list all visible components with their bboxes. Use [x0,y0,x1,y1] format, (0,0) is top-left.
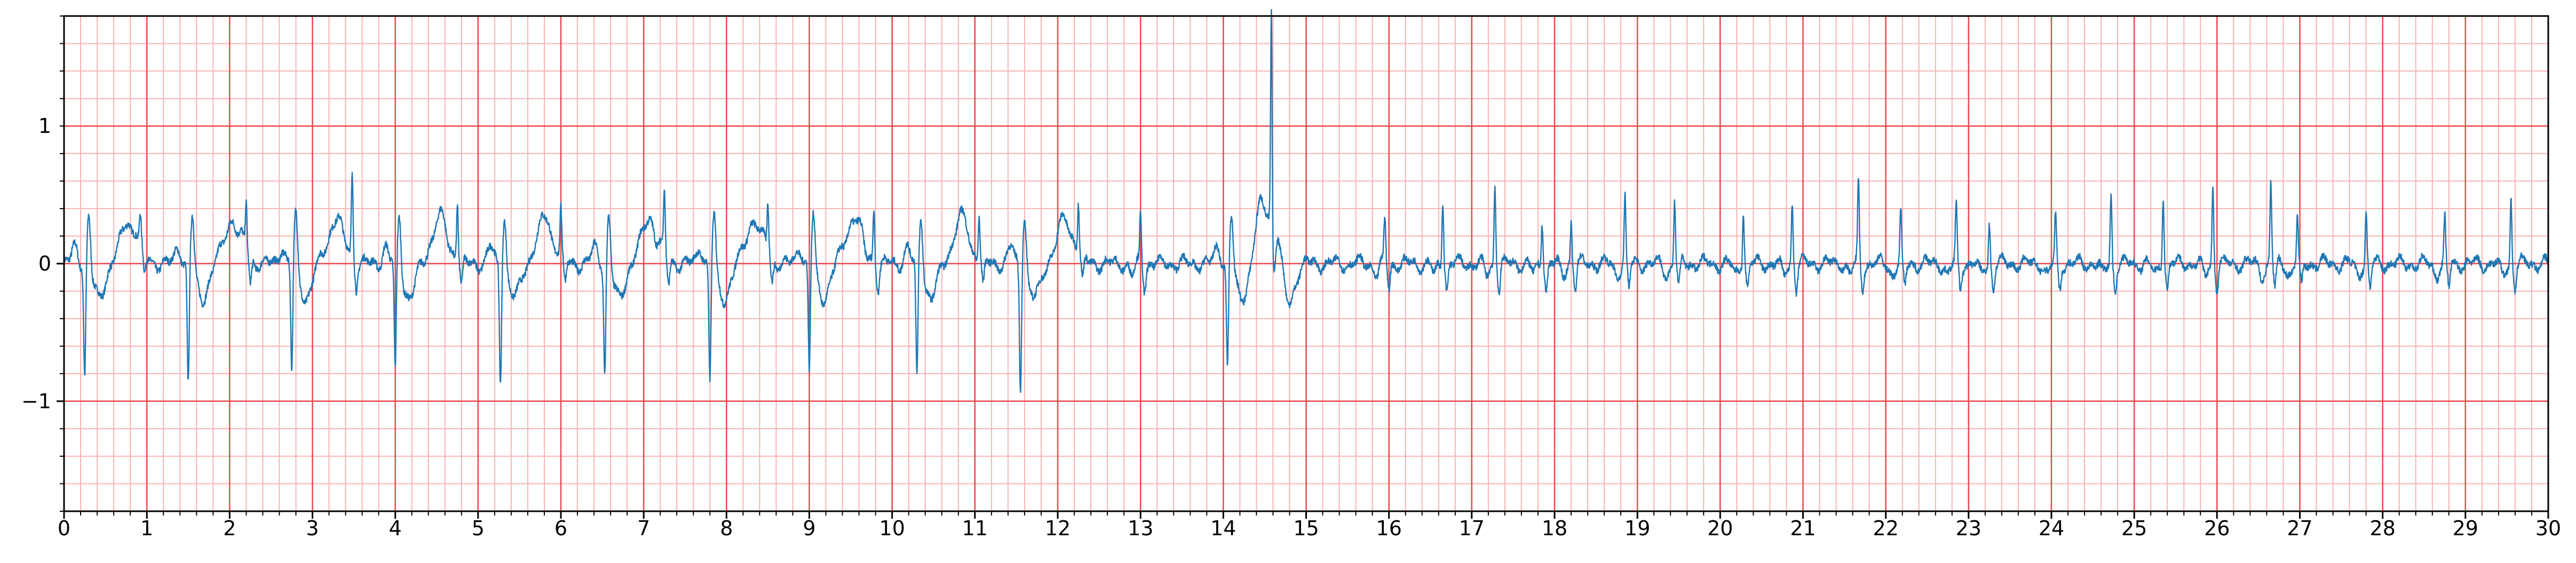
x-tick-label: 28 [2370,517,2396,540]
x-tick-label: 19 [1624,517,1650,540]
ecg-trace [63,9,2549,393]
x-tick-label: 3 [306,517,319,540]
x-tick-label: 23 [1956,517,1981,540]
x-tick-label: 2 [223,517,236,540]
x-tick-label: 30 [2535,517,2561,540]
x-tick-label: 14 [1210,517,1236,540]
x-tick-label: 11 [962,517,988,540]
x-tick-label: 16 [1376,517,1402,540]
x-tick-label: 6 [554,517,567,540]
x-tick-label: 7 [637,517,650,540]
x-tick-label: 12 [1045,517,1071,540]
x-tick-label: 29 [2453,517,2478,540]
x-axis: 0 1 2 3 4 5 6 7 8 9 10 11 12 13 14 15 16 17 18 19 20 21 22 23 24… [58,511,2561,540]
x-tick-label: 4 [389,517,402,540]
x-tick-label: 9 [803,517,815,540]
x-tick-label: 20 [1707,517,1733,540]
x-tick-label: 5 [472,517,485,540]
x-tick-label: 26 [2204,517,2230,540]
x-tick-label: 13 [1128,517,1153,540]
y-tick-label: −1 [21,390,51,413]
x-tick-label: 27 [2287,517,2312,540]
x-tick-label: 15 [1293,517,1319,540]
x-tick-label: 24 [2039,517,2064,540]
x-tick-label: 21 [1790,517,1816,540]
x-tick-label: 18 [1542,517,1567,540]
x-tick-label: 10 [879,517,905,540]
y-axis: 1 0 −1 [21,15,64,512]
x-tick-label: 22 [1873,517,1899,540]
x-tick-label: 17 [1459,517,1485,540]
plot-area [63,9,2549,393]
y-tick-label: 0 [38,252,51,275]
x-tick-label: 0 [58,517,70,540]
x-tick-label: 1 [140,517,153,540]
x-tick-label: 8 [720,517,733,540]
y-tick-label: 1 [38,114,51,138]
x-tick-label: 25 [2121,517,2147,540]
